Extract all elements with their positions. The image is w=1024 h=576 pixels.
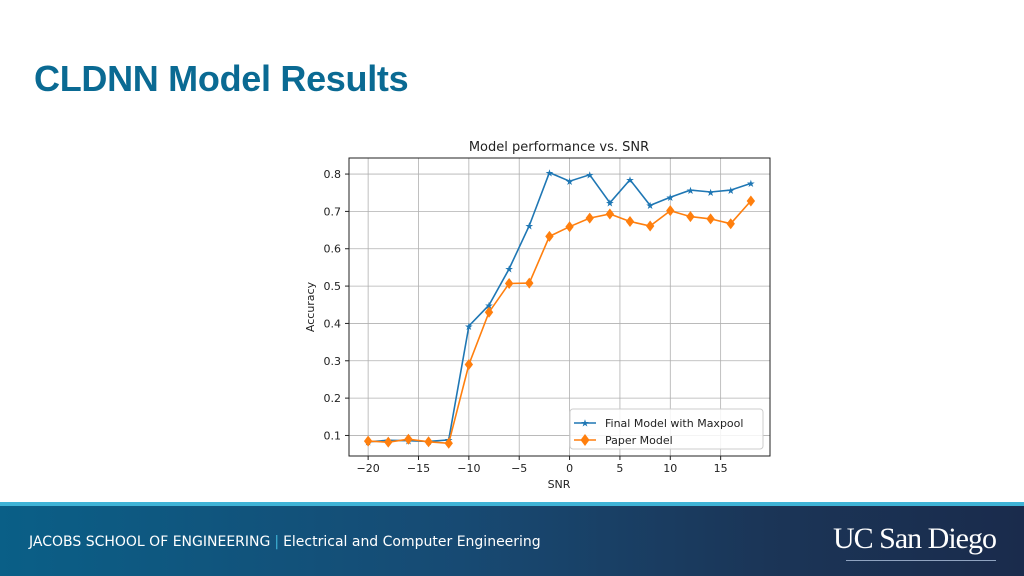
- diamond-marker-icon: [666, 205, 675, 217]
- axis-ticks: −20 −15 −10 −5 0 5 10 15 0.1 0.2 0.3 0.4 0.5 0.6 0.7 0.…: [324, 168, 728, 475]
- legend-label-paper-model: Paper Model: [605, 434, 673, 447]
- x-tick-label: −10: [457, 462, 480, 475]
- chart-svg: Model performance vs. SNR ★★★★★★★★★★★★ ★ ★…: [304, 140, 771, 491]
- star-marker-icon: ★: [545, 168, 554, 179]
- x-tick-label: −20: [357, 462, 380, 475]
- diamond-marker-icon: [545, 230, 554, 242]
- diamond-marker-icon: [484, 306, 494, 318]
- star-marker-icon: ★: [525, 221, 534, 232]
- footer-text: JACOBS SCHOOL OF ENGINEERING | Electrical …: [29, 534, 541, 550]
- y-tick-label: 0.5: [324, 280, 342, 293]
- x-tick-label: −5: [511, 462, 527, 475]
- accuracy-vs-snr-chart: Model performance vs. SNR ★ ★ ★ ★ ★ ★ ★ ★ ★ ★ ★ ★ ★ ★…: [295, 130, 785, 500]
- star-marker-icon: ★: [626, 175, 635, 186]
- x-tick-label: 0: [566, 462, 573, 475]
- x-tick-label: 15: [714, 462, 728, 475]
- chart-series: ★★★★★★★★★★★★★★★★★★★★: [363, 168, 756, 449]
- diamond-marker-icon: [404, 433, 413, 445]
- slide-title: CLDNN Model Results: [34, 58, 409, 99]
- y-tick-label: 0.2: [324, 392, 342, 405]
- diamond-marker-icon: [746, 195, 756, 207]
- star-marker-icon: ★: [505, 265, 514, 276]
- diamond-marker-icon: [726, 218, 735, 230]
- star-marker-icon: ★: [666, 193, 675, 204]
- legend-label-final-model: Final Model with Maxpool: [605, 417, 743, 430]
- ucsd-logo: UC San Diego: [833, 522, 997, 555]
- school-name: JACOBS SCHOOL OF ENGINEERING: [29, 534, 271, 550]
- star-marker-icon: ★: [706, 188, 715, 199]
- y-tick-label: 0.8: [324, 168, 342, 181]
- diamond-marker-icon: [565, 221, 574, 233]
- diamond-marker-icon: [464, 359, 474, 371]
- series-line-0: [368, 171, 752, 443]
- chart-legend: ★ Final Model with Maxpool Paper Model: [569, 408, 764, 450]
- diamond-marker-icon: [580, 434, 590, 446]
- y-tick-label: 0.1: [324, 429, 342, 442]
- diamond-marker-icon: [363, 435, 373, 447]
- y-axis-label: Accuracy: [304, 281, 317, 332]
- star-marker-icon: ★: [585, 171, 594, 182]
- x-tick-label: 5: [616, 462, 623, 475]
- star-marker-icon: ★: [485, 301, 494, 312]
- diamond-marker-icon: [605, 208, 615, 220]
- star-marker-icon: ★: [646, 201, 655, 212]
- logo-underline: [846, 560, 996, 561]
- chart-grid: [349, 158, 770, 456]
- y-tick-label: 0.6: [324, 243, 342, 256]
- y-tick-label: 0.3: [324, 355, 342, 368]
- y-tick-label: 0.7: [324, 205, 342, 218]
- footer-bar: JACOBS SCHOOL OF ENGINEERING | Electrical …: [0, 502, 1024, 576]
- diamond-marker-icon: [444, 437, 453, 449]
- diamond-marker-icon: [625, 215, 635, 227]
- diamond-marker-icon: [525, 277, 534, 289]
- footer-separator: |: [274, 534, 280, 550]
- star-marker-icon: ★: [726, 186, 735, 197]
- x-axis-label: SNR: [548, 478, 571, 491]
- diamond-marker-icon: [504, 277, 514, 289]
- department-name: Electrical and Computer Engineering: [283, 534, 541, 550]
- diamond-marker-icon: [706, 213, 715, 225]
- diamond-marker-icon: [686, 211, 695, 223]
- star-marker-icon: ★: [746, 179, 755, 190]
- diamond-marker-icon: [384, 436, 393, 448]
- star-marker-icon: ★: [581, 419, 590, 430]
- diamond-marker-icon: [585, 212, 594, 224]
- series-line-1: [368, 200, 752, 445]
- x-tick-label: −15: [407, 462, 430, 475]
- plot-frame: [348, 157, 771, 457]
- x-tick-label: 10: [663, 462, 677, 475]
- y-tick-label: 0.4: [324, 317, 342, 330]
- legend-box: [569, 408, 764, 450]
- chart-title: Model performance vs. SNR: [469, 140, 649, 155]
- star-marker-icon: ★: [464, 322, 473, 333]
- diamond-marker-icon: [645, 220, 655, 232]
- star-marker-icon: ★: [605, 199, 614, 210]
- star-marker-icon: ★: [565, 177, 574, 188]
- star-marker-icon: ★: [686, 186, 695, 197]
